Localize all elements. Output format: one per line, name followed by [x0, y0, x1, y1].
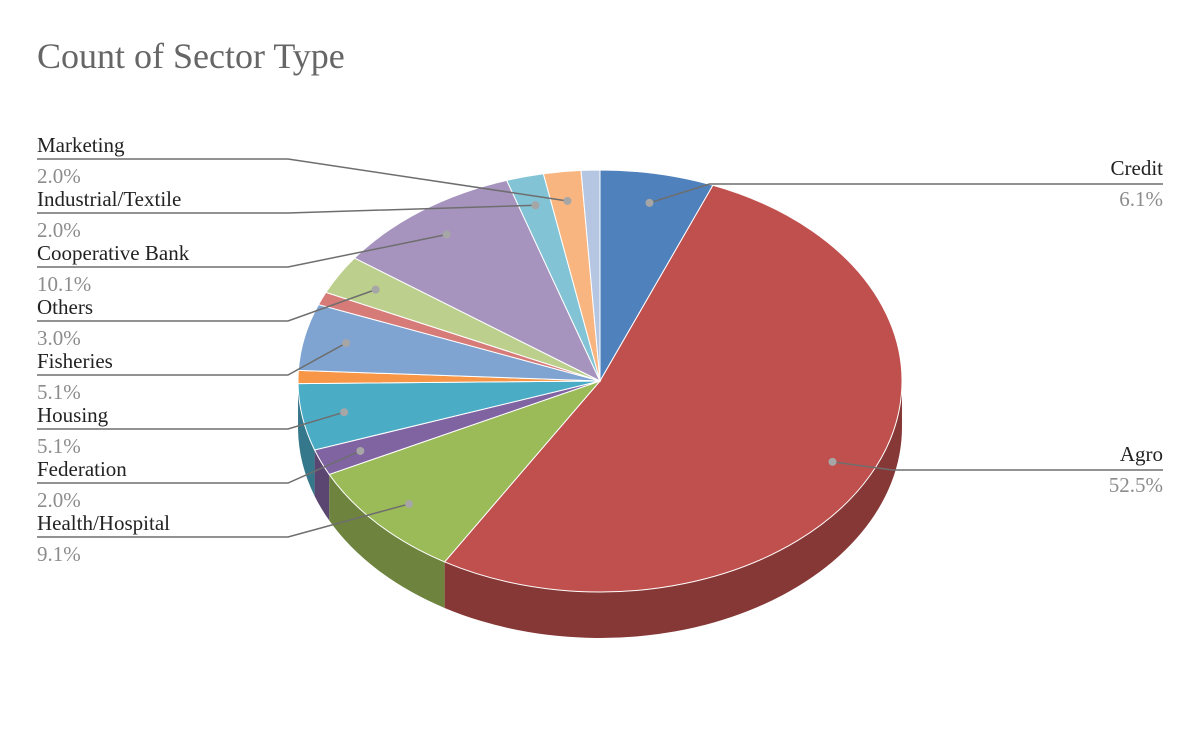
value-agro: 52.5%	[1109, 473, 1163, 497]
leader-line-housing	[37, 411, 345, 430]
label-housing: Housing	[37, 403, 109, 427]
value-federation: 2.0%	[37, 488, 81, 512]
leader-line-cooperative-bank	[37, 233, 447, 268]
label-fisheries: Fisheries	[37, 349, 113, 373]
slice-side-housing	[298, 383, 315, 496]
value-health-hospital: 9.1%	[37, 542, 81, 566]
label-federation: Federation	[37, 457, 127, 481]
slice-unlabeled-12	[580, 169, 601, 382]
value-fisheries: 5.1%	[37, 380, 81, 404]
label-agro: Agro	[1120, 442, 1163, 466]
label-cooperative-bank: Cooperative Bank	[37, 241, 190, 265]
leader-line-agro	[832, 461, 1163, 471]
leader-dot-credit	[645, 198, 654, 207]
leader-dot-others	[371, 285, 380, 294]
label-health-hospital: Health/Hospital	[37, 511, 170, 535]
value-housing: 5.1%	[37, 434, 81, 458]
label-industrial-textile: Industrial/Textile	[37, 187, 181, 211]
slice-side-agro	[444, 381, 902, 638]
pie-labels: Marketing2.0%Industrial/Textile2.0%Coope…	[37, 133, 1163, 566]
leader-dot-fisheries	[342, 339, 351, 348]
value-credit: 6.1%	[1119, 187, 1163, 211]
leader-line-fisheries	[37, 342, 347, 376]
label-others: Others	[37, 295, 93, 319]
slice-cooperative-bank	[353, 179, 602, 383]
slice-health-hospital	[328, 379, 602, 563]
leader-dot-cooperative-bank	[442, 230, 451, 239]
leader-dot-agro	[828, 457, 837, 466]
leader-line-federation	[37, 450, 361, 484]
leader-line-credit	[649, 183, 1163, 204]
leader-line-industrial-textile	[37, 204, 536, 214]
pie-slices	[297, 169, 903, 593]
leader-dot-health-hospital	[405, 499, 414, 508]
chart-title: Count of Sector Type	[37, 36, 345, 76]
leader-dot-industrial-textile	[531, 201, 540, 210]
label-credit: Credit	[1111, 156, 1164, 180]
leader-line-others	[37, 288, 376, 322]
leader-dot-housing	[340, 408, 349, 417]
label-marketing: Marketing	[37, 133, 125, 157]
leader-dot-federation	[356, 446, 365, 455]
value-industrial-textile: 2.0%	[37, 218, 81, 242]
slice-agro	[443, 184, 903, 593]
value-cooperative-bank: 10.1%	[37, 272, 91, 296]
leader-dot-marketing	[563, 196, 572, 205]
leader-line-marketing	[37, 158, 568, 202]
leader-line-health-hospital	[37, 503, 410, 538]
value-others: 3.0%	[37, 326, 81, 350]
slice-side-federation	[314, 449, 330, 521]
value-marketing: 2.0%	[37, 164, 81, 188]
